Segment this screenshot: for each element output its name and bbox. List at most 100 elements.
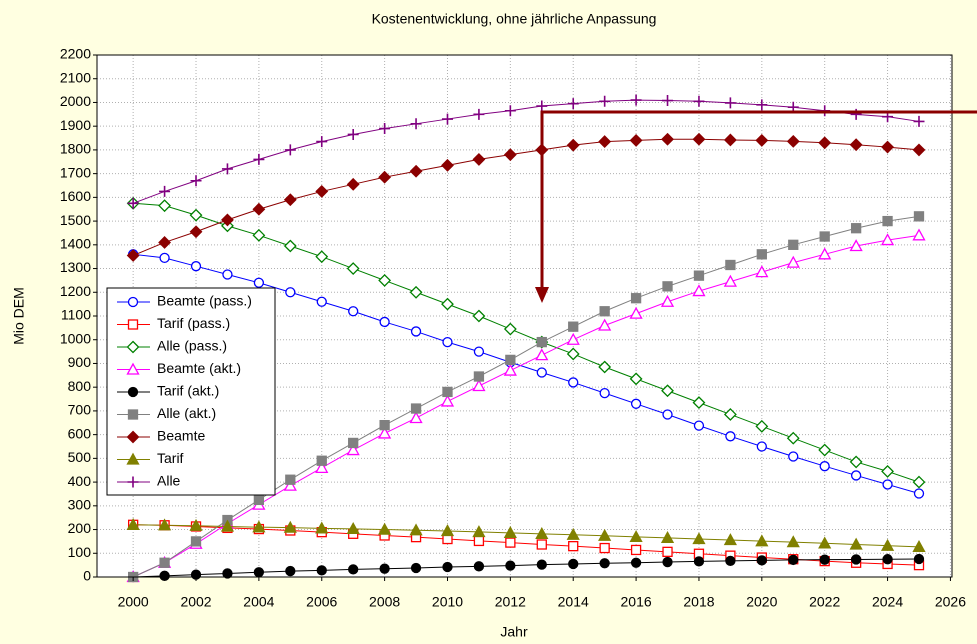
marker [316, 136, 328, 148]
marker [189, 225, 203, 239]
marker [283, 193, 297, 207]
y-tick-label: 1600 [60, 188, 91, 204]
legend-label: Alle (akt.) [157, 405, 216, 421]
marker [723, 533, 737, 546]
marker [126, 340, 140, 354]
marker [441, 297, 454, 311]
marker [849, 455, 863, 469]
legend-label: Alle [157, 473, 181, 489]
marker [912, 540, 926, 553]
marker [472, 309, 486, 323]
marker [786, 255, 800, 268]
marker [566, 527, 580, 540]
marker [442, 336, 453, 348]
marker [724, 97, 736, 109]
marker [788, 451, 799, 462]
marker [536, 336, 547, 348]
marker [315, 521, 329, 534]
marker [599, 306, 610, 317]
marker [630, 398, 642, 409]
y-axis-label: Mio DEM [11, 287, 27, 345]
arrow-line [540, 110, 977, 290]
marker [660, 294, 675, 307]
y-tick-label: 100 [68, 544, 92, 560]
chart-title: Kostenentwicklung, ohne jährliche Anpass… [372, 11, 657, 27]
marker [285, 474, 296, 485]
y-tick-label: 600 [68, 425, 92, 441]
marker [158, 199, 172, 213]
marker [127, 386, 139, 398]
marker [379, 123, 391, 135]
marker [316, 455, 327, 466]
x-tick-label: 2018 [683, 594, 714, 610]
series-line [133, 202, 920, 483]
marker [819, 231, 830, 242]
marker [629, 306, 643, 319]
marker [410, 118, 422, 130]
marker [190, 536, 202, 547]
marker [786, 134, 800, 148]
marker [221, 213, 234, 227]
x-tick-label: 2022 [809, 594, 840, 610]
marker [378, 170, 392, 184]
marker [755, 265, 769, 278]
legend: Beamte (pass.) Tarif (pass.) Alle (pass.) B… [117, 293, 252, 489]
marker [881, 464, 894, 478]
marker [409, 164, 423, 178]
marker [442, 561, 453, 573]
y-tick-label: 0 [83, 568, 91, 584]
marker [346, 443, 360, 456]
marker [882, 479, 893, 490]
marker [441, 158, 454, 172]
marker [316, 565, 327, 576]
marker [725, 555, 736, 567]
marker [252, 202, 266, 216]
marker [472, 525, 486, 538]
marker [253, 494, 265, 506]
y-tick-label: 800 [68, 378, 92, 394]
x-tick-label: 2006 [306, 594, 337, 610]
marker [536, 100, 548, 112]
marker [662, 409, 673, 420]
marker [189, 208, 203, 222]
marker [378, 273, 392, 287]
marker [473, 561, 485, 572]
y-tick-label: 1800 [60, 141, 91, 157]
marker [505, 537, 516, 548]
marker [598, 135, 612, 149]
y-tick-label: 1300 [60, 259, 91, 275]
marker [566, 332, 580, 345]
marker [127, 296, 139, 308]
marker [693, 270, 705, 281]
y-tick-label: 1700 [60, 164, 91, 180]
y-tick-label: 700 [68, 402, 92, 418]
marker [661, 384, 674, 398]
y-tick-label: 2000 [60, 93, 91, 109]
marker [692, 284, 706, 297]
marker [348, 564, 359, 575]
marker [662, 281, 673, 292]
marker [692, 132, 706, 146]
marker [629, 372, 643, 386]
marker [285, 287, 296, 298]
marker [409, 285, 423, 299]
marker [252, 228, 266, 242]
marker [315, 185, 329, 198]
marker [630, 94, 642, 106]
marker [849, 537, 863, 550]
marker [379, 419, 390, 431]
marker [127, 409, 139, 420]
arrow-head [535, 287, 549, 303]
marker [598, 360, 612, 374]
marker [348, 306, 359, 317]
marker [880, 233, 895, 246]
marker [253, 277, 265, 288]
marker [503, 148, 517, 162]
marker [755, 133, 769, 147]
marker [159, 557, 170, 568]
marker [410, 562, 422, 574]
marker [126, 362, 140, 375]
marker [220, 519, 235, 532]
marker [283, 478, 297, 491]
